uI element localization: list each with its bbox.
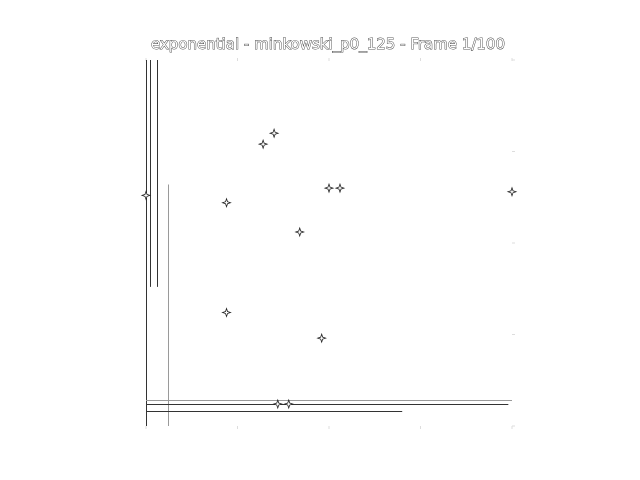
horizontal-lines: [146, 400, 512, 412]
data-point-9: [283, 398, 295, 410]
data-point-7: [316, 332, 327, 344]
data-point-4: [334, 182, 346, 194]
data-point-6: [221, 307, 232, 318]
axis-ticks: [145, 58, 515, 429]
data-point-11: [140, 190, 152, 201]
scatter-points: [140, 127, 518, 410]
data-point-10: [506, 186, 518, 198]
data-point-3: [323, 182, 335, 194]
chart-title: exponential - minkowski_p0_125 - Frame 1…: [151, 35, 505, 54]
data-point-5: [294, 226, 305, 238]
data-point-8: [272, 398, 284, 410]
data-point-1: [268, 127, 280, 139]
data-point-2: [221, 197, 232, 209]
data-point-0: [257, 138, 269, 150]
vertical-lines: [146, 60, 169, 426]
